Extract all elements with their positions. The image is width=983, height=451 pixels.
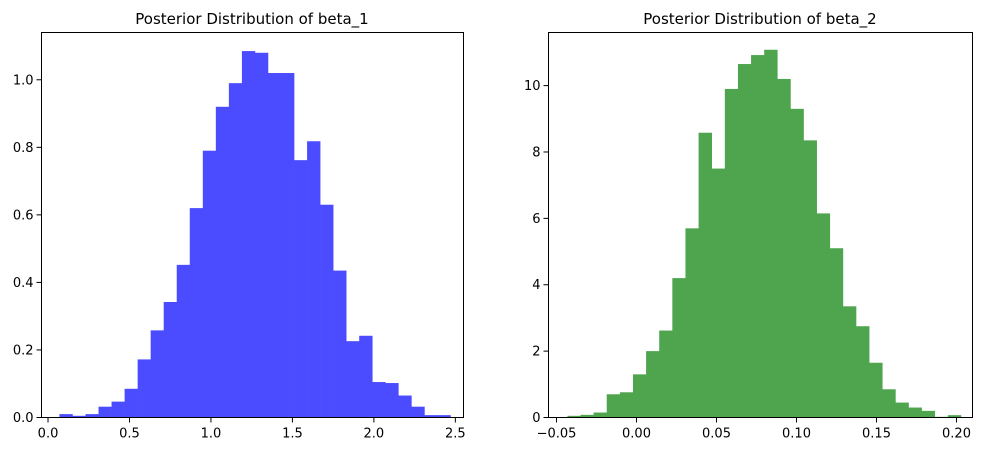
histogram-bar	[869, 362, 883, 418]
x-tick-label: 0.0	[38, 427, 59, 442]
histogram-bar	[124, 388, 138, 418]
histogram-bar	[111, 401, 125, 418]
histogram-bar	[685, 228, 699, 418]
histogram-bar	[137, 359, 151, 418]
y-tick-label: 0.2	[13, 343, 34, 358]
histogram-bars	[567, 49, 962, 418]
histogram-bar	[254, 52, 269, 418]
y-tick-label: 6	[532, 212, 540, 227]
histogram-bar	[790, 108, 804, 418]
y-tick-label: 0.0	[13, 411, 34, 426]
histogram-bar	[385, 383, 399, 418]
histogram-bar	[659, 330, 673, 418]
histogram-bar	[895, 402, 909, 418]
histogram-bar	[320, 204, 334, 418]
histogram-bar	[241, 51, 256, 418]
y-tick-label: 1.0	[13, 73, 34, 88]
chart-title: Posterior Distribution of beta_2	[643, 10, 876, 29]
y-tick-label: 0.8	[13, 141, 34, 156]
histogram-bar	[437, 415, 451, 418]
chart-title: Posterior Distribution of beta_1	[135, 10, 368, 29]
x-tick-label: 0.15	[862, 427, 891, 442]
x-tick-label: 1.0	[201, 427, 222, 442]
histogram-bar	[424, 415, 438, 418]
histogram-bar	[411, 406, 425, 418]
plot-frame	[41, 32, 464, 418]
histogram-bar	[228, 83, 243, 418]
x-tick-label: 0.05	[702, 427, 731, 442]
x-tick-label: 1.5	[282, 427, 303, 442]
histogram-bar	[632, 374, 647, 418]
histogram-bar	[580, 414, 594, 418]
histogram-bar	[267, 73, 282, 418]
histogram-bar	[619, 392, 634, 418]
y-axis-ticks: 0.0 0.2 0.4 0.6 0.8 1.0	[13, 73, 42, 426]
histogram-bar	[842, 306, 857, 418]
x-tick-label: 0.10	[782, 427, 811, 442]
histogram-bar	[398, 395, 412, 418]
y-tick-label: 0.6	[13, 208, 34, 223]
histogram-bar	[803, 140, 817, 418]
histogram-bar	[816, 213, 831, 418]
histogram-bar	[947, 415, 962, 418]
y-tick-label: 0	[532, 411, 540, 426]
histogram-bar	[777, 78, 791, 418]
histogram-bar	[372, 382, 386, 418]
histogram-bar	[85, 414, 99, 418]
histogram-bar	[646, 351, 660, 418]
histogram-bar	[176, 264, 191, 418]
x-tick-label: 2.0	[364, 427, 385, 442]
histogram-bar	[724, 88, 739, 418]
x-axis-ticks: −0.05 0.00 0.05 0.10 0.15 0.20	[537, 417, 971, 442]
histogram-bar	[202, 150, 217, 418]
histogram-bar	[882, 389, 896, 418]
chart-beta-1: Posterior Distribution of beta_1 0.0 0.5 1…	[13, 10, 466, 442]
x-axis-ticks: 0.0 0.5 1.0 1.5 2.0 2.5	[38, 417, 466, 442]
x-tick-label: 0.5	[119, 427, 140, 442]
histogram-bar	[921, 410, 936, 418]
histogram-bar	[751, 55, 765, 418]
y-tick-label: 0.4	[13, 276, 34, 291]
histogram-bar	[359, 335, 373, 418]
histogram-bar	[698, 132, 712, 418]
histogram-bar	[281, 73, 295, 418]
y-tick-label: 8	[532, 145, 540, 160]
histogram-bar	[737, 64, 752, 418]
histogram-bar	[150, 330, 165, 418]
y-tick-label: 10	[524, 79, 541, 94]
plot-frame	[548, 32, 973, 418]
histogram-bar	[856, 326, 870, 418]
histogram-bar	[59, 414, 73, 418]
histogram-bar	[346, 341, 360, 418]
histogram-bar	[189, 208, 204, 418]
x-tick-label: −0.05	[537, 427, 577, 442]
histogram-bar	[829, 248, 844, 418]
histogram-bar	[606, 394, 621, 418]
x-tick-label: 2.5	[445, 427, 466, 442]
histogram-bar	[908, 407, 922, 418]
histogram-bar	[593, 412, 608, 418]
y-axis-ticks: 0 2 4 6 8 10	[524, 79, 549, 426]
histogram-bar	[672, 278, 686, 418]
histogram-bars	[59, 51, 451, 418]
histogram-bar	[711, 168, 726, 418]
histogram-bar	[307, 141, 321, 418]
histogram-bar	[567, 415, 581, 418]
x-tick-label: 0.00	[622, 427, 651, 442]
y-tick-label: 2	[532, 345, 540, 360]
histogram-bar	[764, 49, 778, 418]
chart-beta-2: Posterior Distribution of beta_2 −0.05 0.…	[524, 10, 973, 442]
histogram-bar	[163, 302, 178, 418]
histogram-bar	[215, 106, 230, 418]
histogram-bar	[72, 415, 86, 418]
y-tick-label: 4	[532, 278, 540, 293]
x-tick-label: 0.20	[942, 427, 971, 442]
histogram-bar	[294, 160, 308, 418]
histogram-bar	[98, 406, 112, 418]
histogram-bar	[333, 270, 347, 418]
